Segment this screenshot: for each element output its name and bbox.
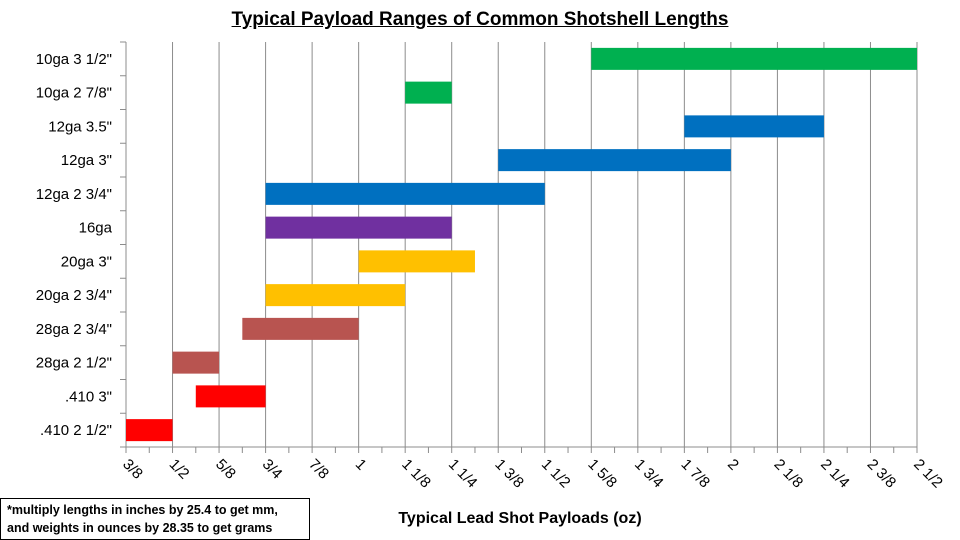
category-label: .410 2 1/2" — [40, 422, 112, 439]
chart-title: Typical Payload Ranges of Common Shotshe… — [231, 9, 729, 30]
conversion-note: *multiply lengths in inches by 25.4 to g… — [0, 498, 310, 540]
range-bar — [195, 385, 266, 408]
range-bar — [265, 284, 406, 307]
range-bar — [405, 81, 452, 104]
note-line-1: *multiply lengths in inches by 25.4 to g… — [7, 503, 278, 517]
category-label: 12ga 2 3/4" — [36, 186, 112, 203]
x-tick-label: 2 1/8 — [771, 456, 807, 492]
category-label: 10ga 3 1/2" — [36, 51, 112, 68]
x-tick-label: 2 — [724, 456, 742, 474]
x-tick-label: 7/8 — [305, 456, 332, 483]
range-bar — [265, 182, 545, 205]
category-label: 20ga 2 3/4" — [36, 287, 112, 304]
x-tick-label: 1/2 — [166, 456, 193, 483]
range-bar — [684, 115, 824, 138]
range-bar — [126, 419, 173, 442]
x-tick-label: 3/8 — [119, 456, 146, 483]
x-tick-label: 1 3/4 — [631, 456, 667, 492]
x-axis-label: Typical Lead Shot Payloads (oz) — [398, 510, 642, 527]
range-bar — [172, 351, 220, 374]
category-label: 16ga — [79, 220, 113, 237]
range-bar — [498, 149, 731, 172]
x-tick-label: 1 1/4 — [445, 456, 481, 492]
category-label: 10ga 2 7/8" — [36, 85, 112, 102]
x-tick-label: 5/8 — [212, 456, 239, 483]
category-label: .410 3" — [65, 388, 112, 405]
x-tick-label: 1 3/8 — [491, 456, 527, 492]
category-label: 12ga 3" — [61, 152, 112, 169]
x-tick-label: 1 1/8 — [398, 456, 434, 492]
x-tick-label: 1 5/8 — [584, 456, 620, 492]
category-label: 20ga 3" — [61, 253, 112, 270]
x-tick-label: 2 1/4 — [817, 456, 853, 492]
range-bar — [591, 47, 917, 70]
category-label: 28ga 2 1/2" — [36, 355, 112, 372]
category-label: 12ga 3.5" — [48, 118, 112, 135]
x-tick-label: 2 1/2 — [910, 456, 946, 492]
range-bar — [242, 317, 359, 340]
x-tick-label: 3/4 — [259, 456, 286, 483]
x-tick-label: 1 1/2 — [538, 456, 574, 492]
category-label: 28ga 2 3/4" — [36, 321, 112, 338]
x-tick-label: 1 — [352, 456, 370, 474]
range-bar — [358, 250, 475, 273]
note-line-2: and weights in ounces by 28.35 to get gr… — [7, 521, 273, 535]
range-bar — [265, 216, 452, 239]
x-tick-label: 1 7/8 — [678, 456, 714, 492]
x-tick-label: 2 3/8 — [864, 456, 900, 492]
